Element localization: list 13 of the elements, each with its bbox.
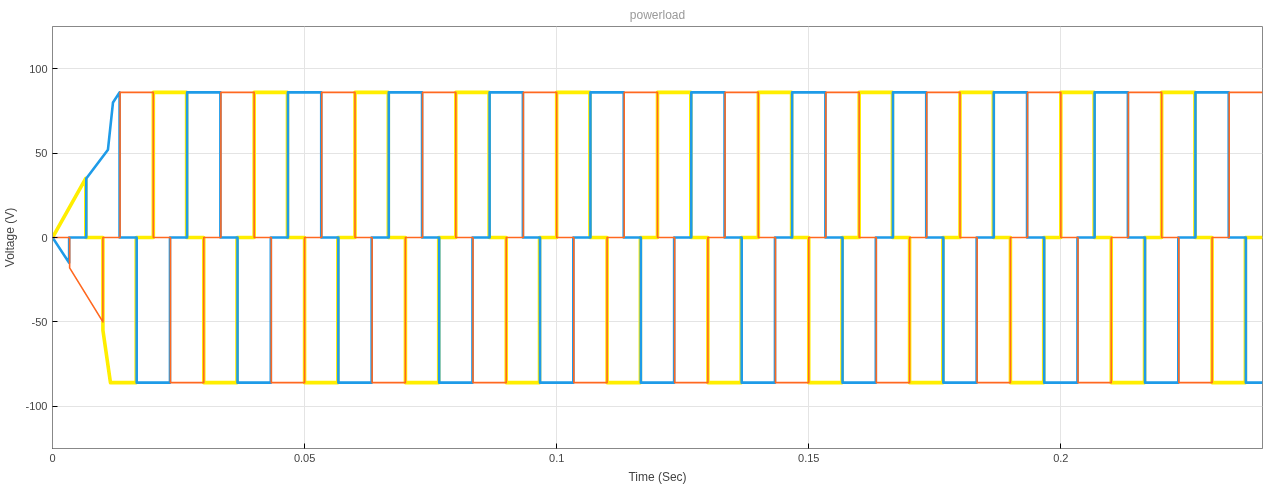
y-axis-title: Voltage (V) [3,207,18,268]
x-tick-label: 0.1 [549,451,565,464]
y-tick-label: 50 [35,147,48,160]
x-tick-label: 0.05 [293,451,316,464]
x-tick-label: 0 [49,451,56,464]
y-tick-label: -100 [25,400,48,413]
y-tick-label: -50 [31,315,48,328]
chart-title: powerload [629,7,686,22]
x-tick-label: 0.2 [1053,451,1069,464]
y-tick-label: 0 [41,231,48,244]
y-tick-label: 100 [29,62,48,75]
x-axis-title: Time (Sec) [628,469,687,484]
x-tick-label: 0.15 [798,451,820,464]
